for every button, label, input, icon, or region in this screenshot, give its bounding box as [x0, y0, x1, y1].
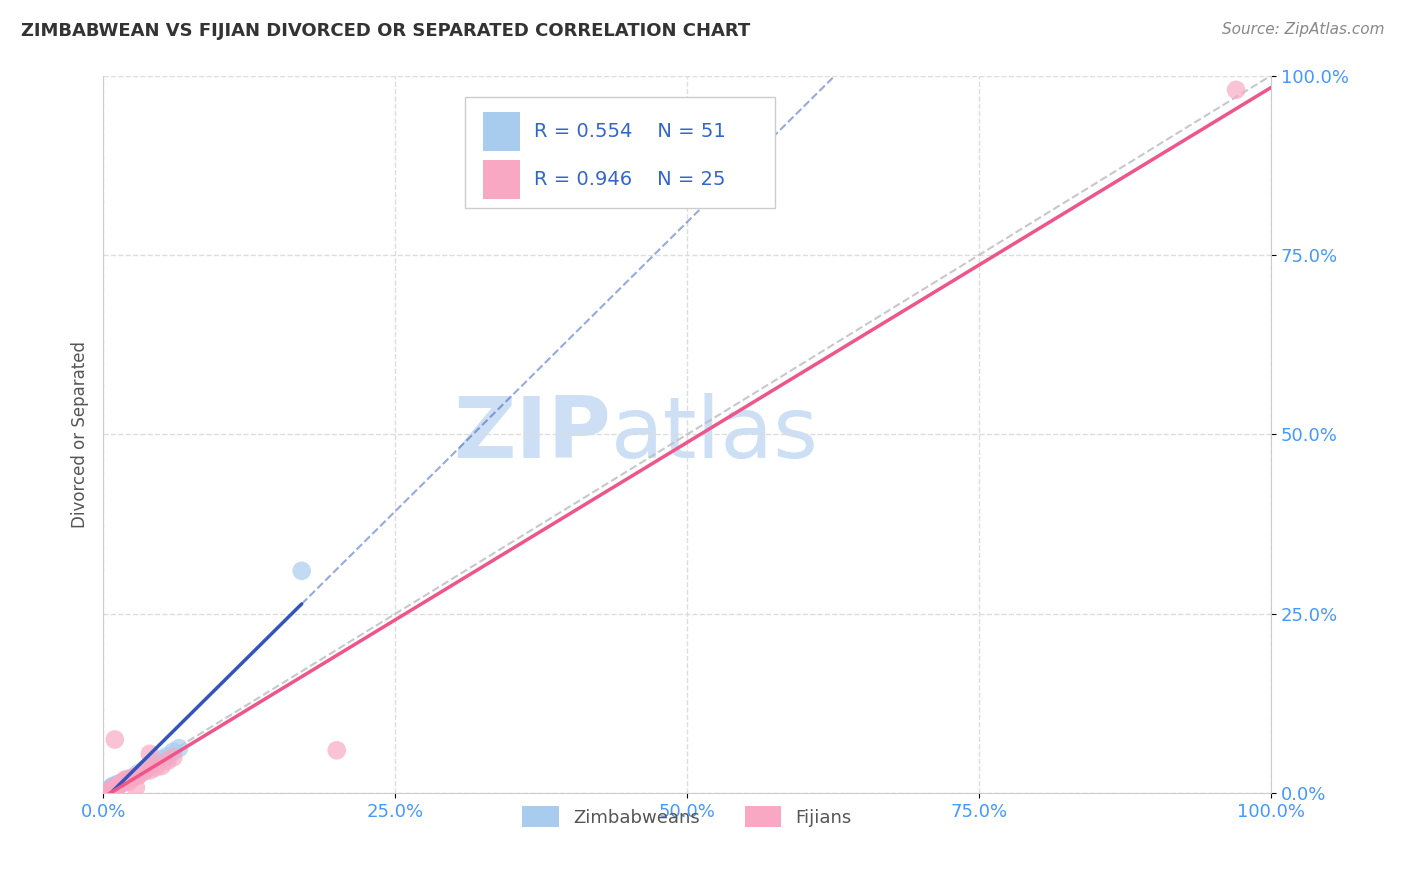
Point [139, 764, 162, 778]
Point [118, 775, 141, 789]
Point [104, 780, 127, 794]
Point [104, 779, 127, 793]
Point [105, 779, 128, 793]
Point [104, 780, 127, 795]
Point [104, 732, 127, 747]
Point [101, 782, 124, 797]
Point [105, 779, 128, 793]
Point [98, 783, 121, 797]
Point [105, 779, 128, 793]
Point [98, 782, 121, 797]
Point [150, 759, 173, 773]
Point [132, 763, 155, 777]
Point [100, 784, 122, 798]
Point [104, 780, 127, 794]
Point [98, 782, 121, 797]
Point [101, 781, 124, 796]
Point [162, 745, 184, 759]
Point [108, 778, 131, 792]
Point [100, 781, 122, 796]
Point [107, 778, 129, 792]
Point [145, 760, 167, 774]
Legend: Zimbabweans, Fijians: Zimbabweans, Fijians [515, 799, 859, 835]
Point [100, 782, 122, 797]
Point [103, 780, 125, 795]
Point [98, 783, 121, 797]
Point [139, 759, 162, 773]
Text: Source: ZipAtlas.com: Source: ZipAtlas.com [1222, 22, 1385, 37]
Point [156, 754, 179, 768]
Point [103, 782, 125, 797]
Point [104, 781, 127, 796]
Point [98, 782, 121, 797]
Point [112, 773, 135, 788]
Point [98, 782, 121, 797]
Point [104, 781, 127, 796]
Text: ZIMBABWEAN VS FIJIAN DIVORCED OR SEPARATED CORRELATION CHART: ZIMBABWEAN VS FIJIAN DIVORCED OR SEPARAT… [21, 22, 751, 40]
Point [132, 764, 155, 779]
FancyBboxPatch shape [465, 97, 775, 209]
Point [111, 775, 134, 789]
Point [104, 781, 127, 796]
Point [108, 777, 131, 791]
Point [110, 776, 132, 790]
Point [127, 766, 149, 780]
Point [121, 771, 143, 785]
FancyBboxPatch shape [482, 112, 520, 152]
Point [150, 752, 173, 766]
Text: ZIP: ZIP [454, 393, 612, 476]
Point [325, 743, 347, 757]
Point [125, 780, 148, 795]
Point [104, 780, 127, 795]
Point [101, 780, 124, 794]
Point [115, 773, 138, 788]
FancyBboxPatch shape [482, 160, 520, 199]
Point [100, 782, 122, 797]
Text: atlas: atlas [612, 393, 820, 476]
Point [101, 781, 124, 796]
Point [156, 749, 179, 764]
Point [107, 779, 129, 793]
Point [101, 779, 124, 793]
Point [104, 780, 127, 794]
Point [104, 780, 127, 795]
Point [162, 750, 184, 764]
Point [1225, 83, 1247, 97]
Point [167, 741, 190, 756]
Point [101, 782, 124, 797]
Point [145, 756, 167, 770]
Point [139, 747, 162, 761]
Point [103, 780, 125, 795]
Point [103, 779, 125, 793]
Point [127, 768, 149, 782]
Point [101, 780, 124, 795]
Y-axis label: Divorced or Separated: Divorced or Separated [72, 341, 89, 528]
Point [103, 782, 125, 797]
Text: R = 0.554    N = 51: R = 0.554 N = 51 [534, 122, 725, 141]
Text: R = 0.946    N = 25: R = 0.946 N = 25 [534, 170, 725, 189]
Point [100, 782, 122, 797]
Point [105, 777, 128, 791]
Point [127, 768, 149, 782]
Point [100, 780, 122, 795]
Point [101, 782, 124, 797]
Point [291, 564, 314, 578]
Point [104, 779, 127, 793]
Point [103, 781, 125, 796]
Point [115, 772, 138, 786]
Point [121, 771, 143, 785]
Point [101, 784, 124, 798]
